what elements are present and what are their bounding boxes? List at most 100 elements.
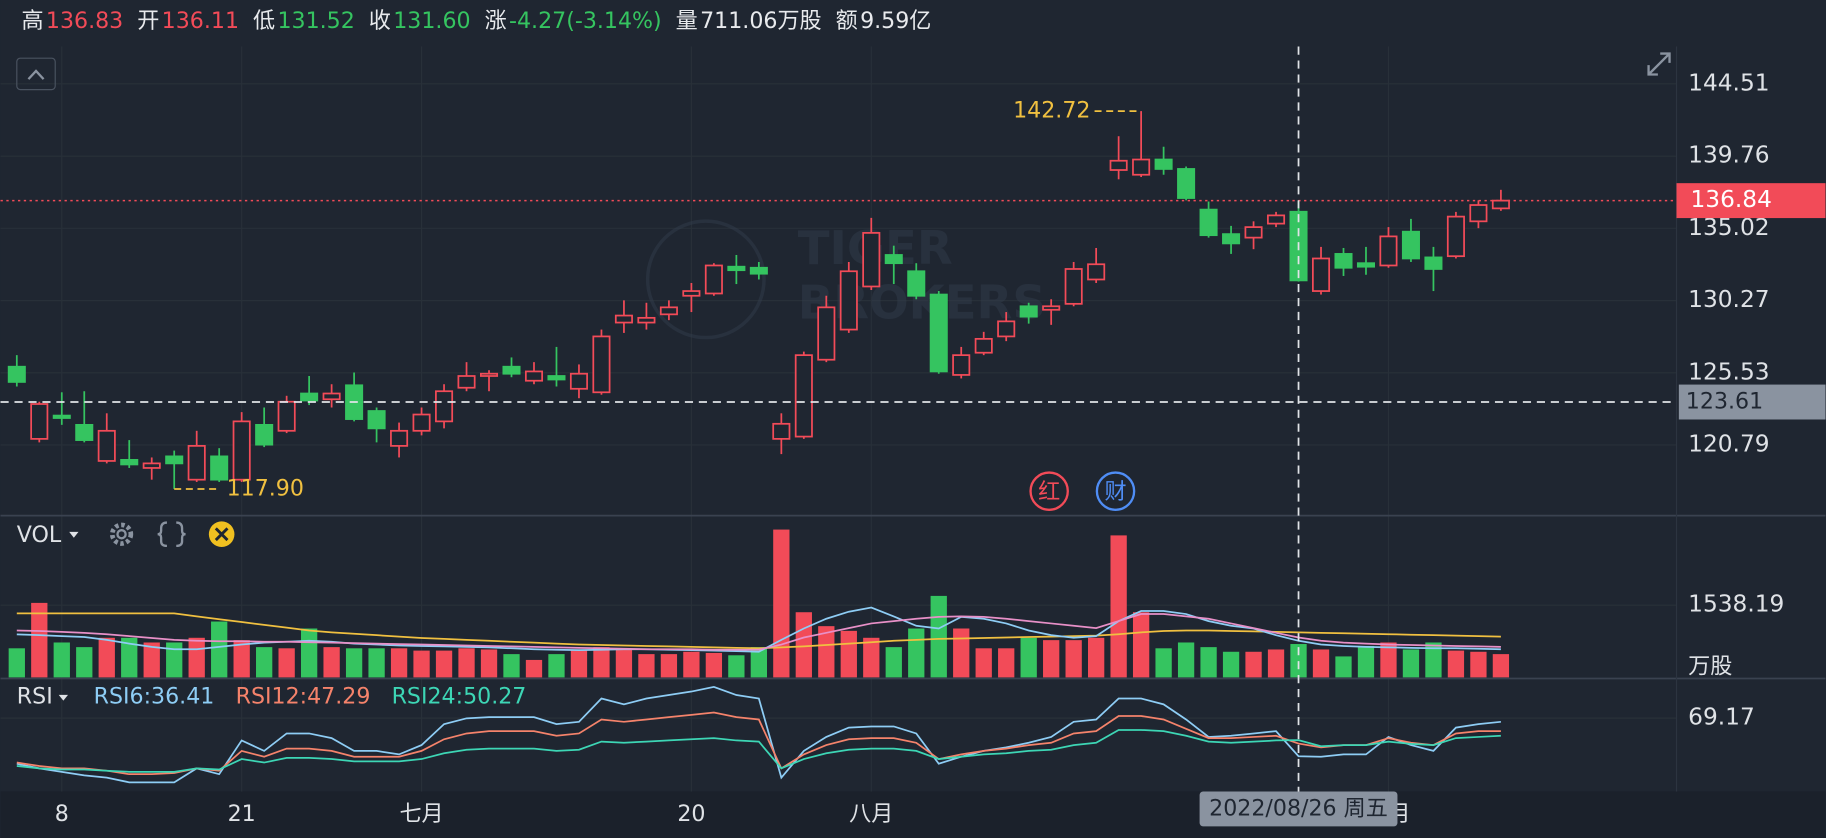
- volume-bar: [98, 637, 115, 678]
- event-marker[interactable]: [1095, 471, 1136, 511]
- volume-bar: [458, 648, 475, 678]
- quote-value: 131.52: [277, 7, 354, 33]
- candle-body: [120, 459, 139, 466]
- candle-body: [1356, 262, 1376, 268]
- x-tick-label: 八月: [849, 801, 893, 827]
- candle-body: [569, 372, 588, 390]
- volume-bar: [840, 630, 857, 678]
- candle-body: [1154, 158, 1173, 170]
- candle-body: [929, 293, 948, 373]
- candle-body: [817, 306, 836, 361]
- candle-body: [1401, 230, 1420, 260]
- candle-body: [997, 320, 1016, 338]
- crosshair-price-box: [1678, 384, 1826, 420]
- quote-label: 量: [676, 7, 698, 33]
- volume-bar: [435, 650, 453, 678]
- volume-bar: [975, 648, 992, 678]
- candle-body: [749, 266, 768, 275]
- candle-body: [1267, 214, 1286, 225]
- volume-bar: [143, 642, 160, 678]
- candle-body: [97, 429, 116, 462]
- candle-body: [1491, 199, 1510, 210]
- volume-bar: [525, 659, 543, 678]
- volume-unit: 万股: [1688, 653, 1732, 679]
- volume-bar: [323, 647, 340, 678]
- volume-bar: [480, 649, 498, 678]
- volume-bar: [570, 649, 588, 678]
- volume-bar: [76, 647, 93, 678]
- event-marker-label: 财: [1104, 479, 1126, 505]
- candle-body: [1177, 168, 1196, 199]
- settings-icon: [116, 528, 127, 540]
- candle-body: [637, 316, 656, 324]
- candle-body: [1042, 305, 1061, 311]
- volume-bar: [998, 648, 1015, 678]
- quote-value: 131.60: [393, 7, 470, 33]
- volume-bar: [728, 655, 745, 678]
- volume-bar: [256, 647, 273, 678]
- candle-body: [974, 337, 993, 354]
- dropdown-caret[interactable]: [69, 531, 79, 538]
- volume-bar: [345, 648, 363, 678]
- candle-body: [1334, 253, 1353, 269]
- candle-body: [907, 270, 926, 297]
- y-tick-label: 139.76: [1688, 142, 1769, 169]
- collapse-icon: [27, 69, 45, 80]
- candle-body: [255, 423, 274, 446]
- collapse-button[interactable]: [16, 57, 56, 91]
- volume-bar: [300, 628, 318, 678]
- volume-bar: [615, 648, 633, 678]
- volume-bar: [1177, 642, 1195, 678]
- candle-body: [1132, 158, 1151, 176]
- expand-button[interactable]: [1647, 52, 1671, 76]
- candle-body: [614, 314, 633, 324]
- candle-body: [682, 290, 701, 297]
- legend-entry: RSI6:36.41: [94, 684, 215, 710]
- event-marker[interactable]: [1029, 471, 1069, 511]
- dropdown-caret[interactable]: [58, 694, 69, 701]
- candle-body: [165, 455, 184, 465]
- quote-header: 高 136.83 开 136.11 低 131.52 收 131.60 涨 -4.27(-3.14…: [21, 7, 931, 33]
- volume-bar: [278, 648, 295, 678]
- candle-body: [75, 423, 94, 441]
- x-tick-label: 20: [677, 801, 705, 827]
- volume-bar: [953, 628, 970, 678]
- legend-entry: RSI24:50.27: [392, 684, 527, 710]
- volume-bar: [53, 642, 70, 678]
- volume-bar: [683, 651, 700, 678]
- candle-body: [412, 413, 431, 432]
- watermark-logo: [645, 219, 766, 340]
- volume-bar: [1290, 644, 1307, 678]
- volume-bar: [1425, 642, 1442, 678]
- x-axis-band: [0, 791, 1826, 838]
- quote-value: 711.06万股: [700, 7, 822, 33]
- y-tick-label: 125.53: [1688, 358, 1769, 385]
- quote-label: 涨: [485, 7, 507, 33]
- settings-button[interactable]: [109, 522, 134, 546]
- candle-body: [1244, 226, 1263, 239]
- candle-body: [884, 254, 903, 265]
- candle-body: [1199, 208, 1218, 237]
- crosshair-price-label: 123.61: [1686, 389, 1763, 415]
- quote-value: 9.59亿: [860, 7, 931, 33]
- candle-body: [592, 335, 611, 394]
- volume-bar: [211, 621, 228, 678]
- candle-body: [1019, 305, 1038, 318]
- event-marker-label: 红: [1038, 479, 1060, 505]
- candle-body: [952, 354, 971, 376]
- volume-bar: [1132, 612, 1150, 678]
- volume-bar: [638, 654, 655, 678]
- rsi-line: [16, 729, 1501, 773]
- volume-bar: [1312, 649, 1330, 678]
- candle-body: [1446, 215, 1465, 258]
- code-button[interactable]: [157, 521, 186, 548]
- min-label: 117.90: [227, 475, 304, 501]
- volume-bar: [1357, 645, 1375, 678]
- candle-body: [1222, 233, 1241, 245]
- marks: [7, 111, 1510, 784]
- volume-bar: [1200, 647, 1217, 678]
- volume-bar: [885, 647, 902, 678]
- volume-bar: [1380, 642, 1397, 678]
